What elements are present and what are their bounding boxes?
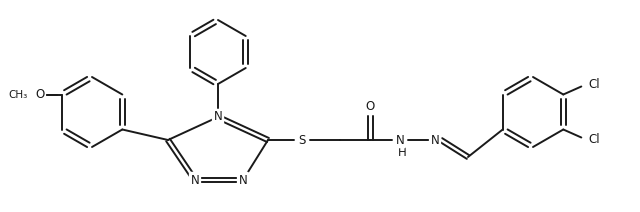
Text: CH₃: CH₃ [8,89,28,99]
Text: Cl: Cl [588,133,600,146]
Text: N: N [191,173,200,187]
Text: O: O [365,100,374,113]
Text: N: N [396,134,404,146]
Text: N: N [239,173,248,187]
Text: N: N [431,134,440,146]
Text: S: S [298,134,306,146]
Text: H: H [397,145,406,159]
Text: Cl: Cl [588,78,600,91]
Text: N: N [214,110,222,124]
Text: O: O [35,88,44,101]
